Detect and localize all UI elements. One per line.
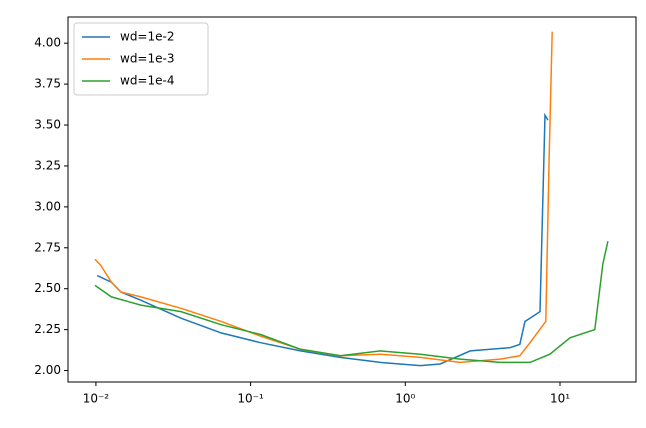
y-tick-label: 2.75 — [34, 240, 61, 254]
y-tick-label: 3.00 — [34, 199, 61, 213]
y-tick-label: 3.75 — [34, 77, 61, 91]
legend-label: wd=1e-2 — [120, 30, 174, 44]
x-tick-label: 10⁻² — [83, 392, 110, 406]
legend-box — [73, 22, 209, 96]
legend-label: wd=1e-3 — [120, 52, 174, 66]
y-tick-label: 3.50 — [34, 118, 61, 132]
line-series — [96, 112, 549, 367]
y-tick-label: 2.50 — [34, 281, 61, 295]
axes-frame — [67, 16, 637, 383]
y-tick-label: 2.00 — [34, 363, 61, 377]
y-tick-label: 3.25 — [34, 158, 61, 172]
y-tick-label: 4.00 — [34, 36, 61, 50]
line-series — [94, 241, 609, 364]
x-tick-label: 10⁰ — [395, 392, 415, 406]
x-tick-label: 10¹ — [550, 392, 570, 406]
legend-label: wd=1e-4 — [120, 74, 174, 88]
x-tick-label: 10⁻¹ — [237, 392, 264, 406]
y-tick-label: 2.25 — [34, 322, 61, 336]
